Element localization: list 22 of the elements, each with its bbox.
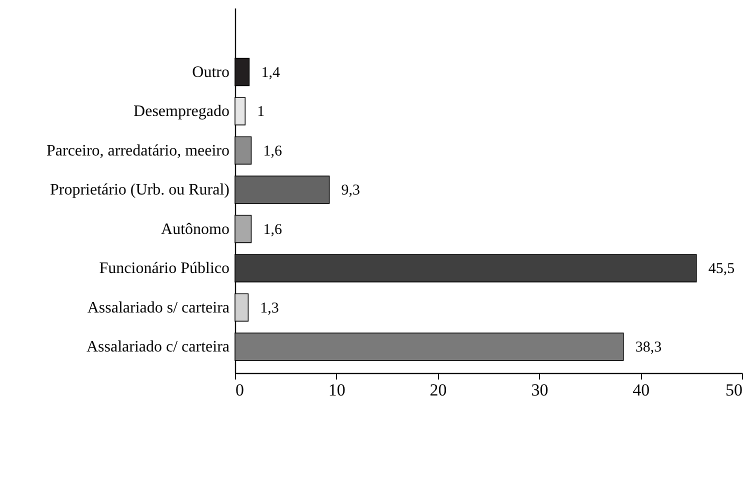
data-label: 1 xyxy=(257,104,265,120)
y-tick-label: Parceiro, arredatário, meeiro xyxy=(46,142,230,160)
data-label: 1,6 xyxy=(263,143,282,160)
x-tick-label: 50 xyxy=(726,380,742,400)
y-tick-label: Outro xyxy=(192,64,230,81)
data-label: 45,5 xyxy=(708,261,735,278)
x-tick-label: 10 xyxy=(328,380,346,400)
x-tick-label: 30 xyxy=(531,380,548,400)
data-label: 9,3 xyxy=(341,182,360,199)
y-tick-label: Desempregado xyxy=(134,103,230,120)
x-tick-label: 0 xyxy=(236,380,244,400)
data-label: 1,3 xyxy=(260,300,279,316)
x-tick-label: 20 xyxy=(430,380,447,400)
y-tick-label: Autônomo xyxy=(161,220,230,238)
data-label: 1,4 xyxy=(261,64,280,81)
y-tick-label: Assalariado c/ carteira xyxy=(86,338,230,356)
y-tick-label: Assalariado s/ carteira xyxy=(87,299,230,316)
y-tick-label: Funcionário Público xyxy=(99,260,230,278)
data-label: 38,3 xyxy=(635,340,662,356)
data-label: 1,6 xyxy=(263,222,282,238)
y-tick-label: Proprietário (Urb. ou Rural) xyxy=(50,182,230,199)
x-tick-label: 40 xyxy=(632,380,650,400)
